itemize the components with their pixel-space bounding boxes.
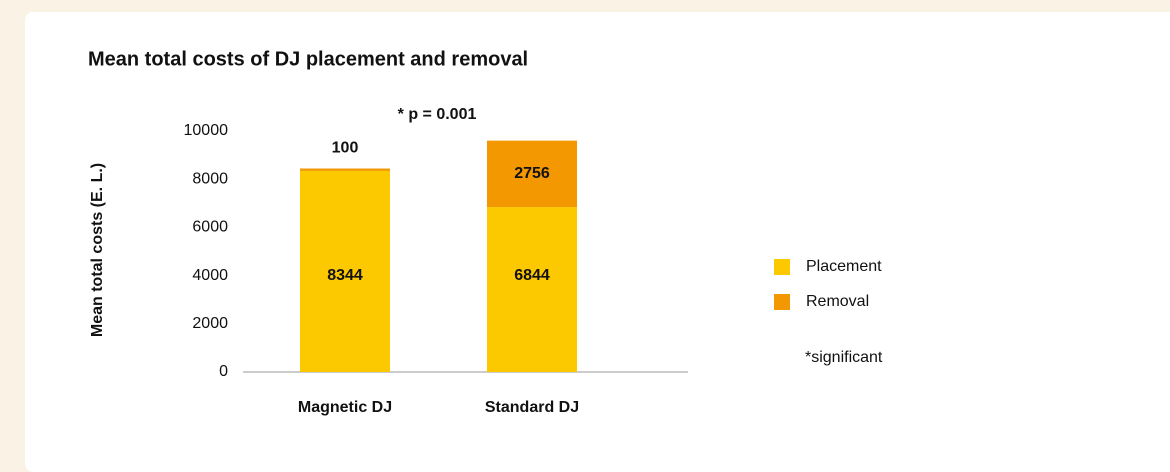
- y-tick-label: 2000: [192, 315, 228, 332]
- data-label: 8344: [327, 267, 363, 284]
- annotation: *significant: [805, 349, 883, 366]
- legend-swatch: [774, 294, 790, 310]
- y-axis-label: Mean total costs (E. L.): [89, 163, 106, 337]
- y-tick-label: 0: [219, 363, 228, 380]
- card: [25, 12, 1170, 472]
- bar-segment: [487, 140, 577, 208]
- legend-swatch: [774, 259, 790, 275]
- chart: Mean total costs of DJ placement and rem…: [88, 48, 883, 416]
- data-label: 100: [332, 140, 359, 157]
- bar-segment: [487, 207, 577, 372]
- legend-label: Placement: [806, 258, 882, 275]
- data-label: 6844: [514, 267, 550, 284]
- y-tick-label: 10000: [184, 122, 229, 139]
- data-label: 2756: [514, 165, 550, 182]
- y-tick-label: 6000: [192, 219, 228, 236]
- page: Mean total costs of DJ placement and rem…: [25, 12, 1170, 472]
- bar-segment: [300, 170, 390, 372]
- x-tick-label: Magnetic DJ: [298, 399, 392, 416]
- chart-title: Mean total costs of DJ placement and rem…: [88, 48, 528, 70]
- x-tick-label: Standard DJ: [485, 399, 579, 416]
- y-tick-label: 4000: [192, 267, 228, 284]
- annotation: * p = 0.001: [398, 106, 477, 123]
- y-tick-label: 8000: [192, 170, 228, 187]
- bar-segment: [300, 168, 390, 171]
- legend-label: Removal: [806, 293, 869, 310]
